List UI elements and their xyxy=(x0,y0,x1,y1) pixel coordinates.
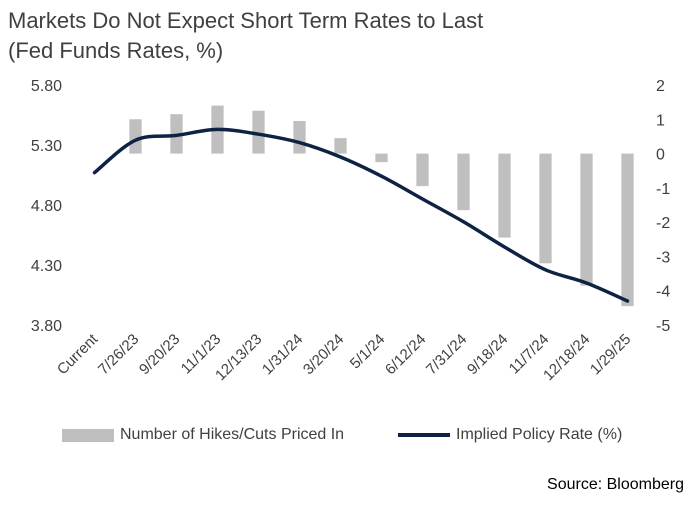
chart-title-line1: Markets Do Not Expect Short Term Rates t… xyxy=(8,8,484,33)
x-axis-tick-label: 9/18/24 xyxy=(464,331,511,378)
bar xyxy=(457,153,470,211)
bar xyxy=(293,121,306,154)
left-axis-tick-label: 5.80 xyxy=(31,78,62,95)
right-axis-tick-label: -2 xyxy=(656,215,670,232)
right-axis-tick-label: 1 xyxy=(656,112,665,129)
legend-swatch-line xyxy=(398,433,450,437)
legend-label-line: Implied Policy Rate (%) xyxy=(456,426,623,443)
right-axis-ticks: 2 1 0 -1 -2 -3 -4 -5 xyxy=(656,78,670,335)
x-axis-tick-label: 6/12/24 xyxy=(382,331,429,378)
left-axis-ticks: 5.80 5.30 4.80 4.30 3.80 xyxy=(31,78,62,335)
right-axis-tick-label: -5 xyxy=(656,318,670,335)
left-axis-tick-label: 3.80 xyxy=(31,318,62,335)
legend-label-bars: Number of Hikes/Cuts Priced In xyxy=(120,426,345,443)
bar xyxy=(129,119,142,154)
bar xyxy=(498,153,511,238)
source-note: Source: Bloomberg xyxy=(547,476,684,493)
chart-title: Markets Do Not Expect Short Term Rates t… xyxy=(8,6,688,66)
left-axis-tick-label: 5.30 xyxy=(31,138,62,155)
bar xyxy=(580,153,593,286)
line-series xyxy=(92,127,630,303)
x-axis-tick-label: 3/20/24 xyxy=(300,331,347,378)
bar-series xyxy=(129,105,634,307)
legend: Number of Hikes/Cuts Priced In Implied P… xyxy=(0,426,700,450)
right-axis-tick-label: -1 xyxy=(656,181,670,198)
legend-swatch-bars xyxy=(62,428,114,442)
bar xyxy=(539,153,552,264)
left-axis-tick-label: 4.30 xyxy=(31,258,62,275)
x-axis-ticks: Current7/26/239/20/2311/1/2312/13/231/31… xyxy=(54,330,634,384)
chart-title-line2: (Fed Funds Rates, %) xyxy=(8,38,224,63)
x-axis-tick-label: 7/26/23 xyxy=(95,331,142,378)
x-axis-tick-label: 7/31/24 xyxy=(423,331,470,378)
x-axis-tick-label: 1/31/24 xyxy=(259,331,306,378)
legend-item-line: Implied Policy Rate (%) xyxy=(398,426,622,444)
x-axis-tick-label: 1/29/25 xyxy=(587,331,634,378)
chart-area: 5.80 5.30 4.80 4.30 3.80 2 1 0 -1 -2 -3 -4 -5 Curre… xyxy=(31,78,670,384)
bar xyxy=(334,138,347,154)
x-axis-tick-label: Current xyxy=(54,330,102,378)
x-axis-tick-label: 9/20/23 xyxy=(136,331,183,378)
implied-policy-rate-line xyxy=(92,127,630,303)
bar xyxy=(375,153,388,163)
right-axis-tick-label: 0 xyxy=(656,147,665,164)
left-axis-tick-label: 4.80 xyxy=(31,198,62,215)
legend-item-bars: Number of Hikes/Cuts Priced In xyxy=(62,426,344,444)
right-axis-tick-label: 2 xyxy=(656,78,665,95)
bar xyxy=(621,153,634,307)
right-axis-tick-label: -3 xyxy=(656,249,670,266)
bar xyxy=(416,153,429,187)
bar xyxy=(252,110,265,154)
right-axis-tick-label: -4 xyxy=(656,284,670,301)
